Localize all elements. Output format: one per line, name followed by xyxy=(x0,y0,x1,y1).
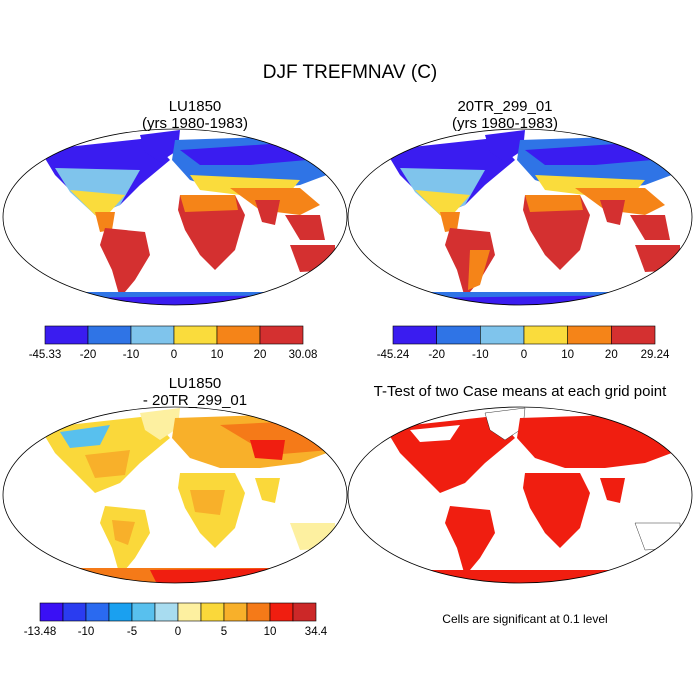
colorbar-panel-1: -45.33 -20 -10 0 10 20 30.08 xyxy=(29,325,318,361)
significance-footnote: Cells are significant at 0.1 level xyxy=(442,612,608,626)
colorbar-swatch xyxy=(39,602,64,622)
colorbar-tick-label: -10 xyxy=(472,349,489,361)
panel-3-title-line2: - 20TR_299_01 xyxy=(142,392,248,409)
colorbar-swatch xyxy=(246,602,271,622)
colorbar-swatch xyxy=(173,325,218,345)
colorbar-swatch xyxy=(44,325,89,345)
colorbar-swatch xyxy=(523,325,568,345)
panel-4-title: T-Test of two Case means at each grid po… xyxy=(345,383,695,400)
colorbar-swatch xyxy=(392,325,437,345)
colorbar-tick-label: 34.4 xyxy=(305,626,328,638)
colorbar-swatch xyxy=(269,602,294,622)
colorbar-tick-label: 29.24 xyxy=(641,349,670,361)
colorbar-tick-label: 0 xyxy=(521,349,527,361)
colorbar-tick-label: -45.33 xyxy=(29,349,62,361)
colorbar-swatch xyxy=(292,602,317,622)
colorbar-tick-label: 10 xyxy=(264,626,277,638)
map-panel-3 xyxy=(2,406,348,584)
colorbar-swatch xyxy=(223,602,248,622)
colorbar-tick-label: 5 xyxy=(221,626,227,638)
colorbar-swatch xyxy=(62,602,87,622)
colorbar-tick-label: 20 xyxy=(605,349,618,361)
colorbar-tick-label: -45.24 xyxy=(377,349,410,361)
colorbar-swatch xyxy=(154,602,179,622)
colorbar-swatch xyxy=(611,325,656,345)
colorbar-swatch xyxy=(436,325,481,345)
colorbar-tick-label: 20 xyxy=(254,349,267,361)
colorbar-swatch xyxy=(177,602,202,622)
colorbar-swatch xyxy=(480,325,525,345)
colorbar-tick-label: -13.48 xyxy=(24,626,57,638)
panel-2-title: 20TR_299_01 (yrs 1980-1983) xyxy=(350,98,660,132)
colorbar-tick-label: -20 xyxy=(428,349,445,361)
colorbar-swatch xyxy=(108,602,133,622)
colorbar-tick-label: 30.08 xyxy=(289,349,318,361)
map-panel-2 xyxy=(347,128,693,306)
panel-3-title: LU1850 - 20TR_299_01 xyxy=(40,375,350,409)
colorbar-swatch xyxy=(216,325,261,345)
colorbar-panel-3: -13.48 -10 -5 0 5 10 34.4 xyxy=(24,602,328,638)
colorbar-tick-label: 10 xyxy=(211,349,224,361)
greenland xyxy=(140,130,180,162)
australia xyxy=(290,245,335,272)
colorbar-tick-label: -5 xyxy=(127,626,137,638)
south-america xyxy=(100,228,150,298)
panel-3-title-line1: LU1850 xyxy=(168,375,222,392)
main-title: DJF TREFMNAV (C) xyxy=(262,62,438,83)
map-panel-1 xyxy=(2,128,348,306)
colorbar-tick-label: -10 xyxy=(78,626,95,638)
panel-1-title-line1: LU1850 xyxy=(168,98,222,115)
colorbar-swatch xyxy=(567,325,612,345)
panel-1-title-line2: (yrs 1980-1983) xyxy=(142,115,248,132)
colorbar-swatch xyxy=(259,325,304,345)
africa xyxy=(178,195,245,270)
panel-1-title: LU1850 (yrs 1980-1983) xyxy=(40,98,350,132)
map-panel-4 xyxy=(347,406,693,584)
colorbar-tick-label: -10 xyxy=(123,349,140,361)
colorbar-tick-label: 0 xyxy=(171,349,177,361)
panel-2-title-line1: 20TR_299_01 xyxy=(457,98,553,115)
panel-2-title-line2: (yrs 1980-1983) xyxy=(452,115,558,132)
colorbar-swatch xyxy=(131,602,156,622)
colorbar-swatch xyxy=(87,325,132,345)
colorbar-swatch xyxy=(85,602,110,622)
colorbar-tick-label: 0 xyxy=(175,626,181,638)
colorbar-tick-label: 10 xyxy=(561,349,574,361)
panel-4-title-line1: T-Test of two Case means at each grid po… xyxy=(373,383,667,400)
colorbar-swatch xyxy=(200,602,225,622)
colorbar-tick-label: -20 xyxy=(80,349,97,361)
colorbar-panel-2: -45.24 -20 -10 0 10 20 29.24 xyxy=(377,325,670,361)
colorbar-swatch xyxy=(130,325,175,345)
